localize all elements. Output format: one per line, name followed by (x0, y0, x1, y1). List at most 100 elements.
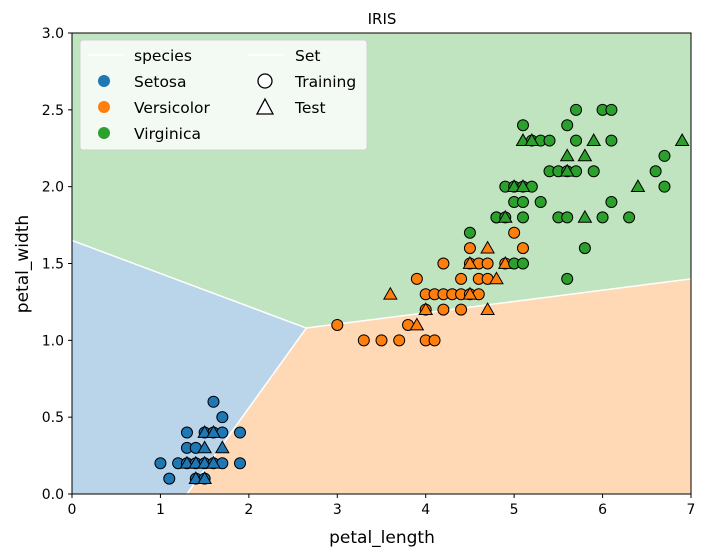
virginica-training-point (516, 196, 529, 209)
setosa-test-point (197, 471, 213, 485)
setosa-training-point (154, 457, 167, 470)
versicolor-training-point (428, 334, 441, 347)
y-axis-label: petal_width (13, 215, 33, 313)
x-tick-label: 2 (244, 502, 253, 518)
virginica-test-point (630, 179, 646, 193)
setosa-training-point (234, 426, 247, 439)
virginica-test-point (515, 133, 531, 146)
versicolor-test-point (462, 255, 478, 269)
virginica-training-point (605, 196, 618, 209)
setosa-test-point (188, 455, 204, 469)
x-axis-label: petal_length (329, 528, 435, 548)
versicolor-test-point (480, 240, 495, 254)
versicolor-training-point (410, 272, 423, 285)
y-axis-ticks: 0.0 0.5 1.0 1.5 2.0 2.5 3.0 (42, 26, 72, 503)
virginica-test-point (577, 209, 593, 223)
virginica-training-point (578, 242, 591, 255)
versicolor-training-point (455, 272, 468, 285)
legend-box (79, 39, 368, 151)
setosa-test-point (214, 440, 230, 454)
versicolor-training-point (516, 242, 529, 255)
virginica-test-point (586, 133, 602, 146)
y-tick-label: 1.5 (42, 257, 64, 273)
legend-species-title: species (134, 47, 192, 65)
boundary-line-2 (306, 278, 692, 329)
setosa-test-point (206, 425, 221, 438)
x-tick-label: 6 (598, 502, 607, 518)
legend-test-label: Test (294, 99, 326, 117)
x-tick-label: 0 (68, 502, 77, 518)
versicolor-training-point (455, 303, 468, 316)
virginica-training-point (561, 119, 574, 132)
virginica-test-point (559, 148, 575, 162)
versicolor-training-point (393, 334, 406, 347)
virginica-training-point (534, 196, 547, 209)
versicolor-test-point (409, 317, 425, 331)
region-setosa (72, 240, 307, 494)
virginica-test-point (515, 179, 531, 193)
versicolor-test-point (489, 271, 504, 285)
virginica-test-point (577, 148, 593, 162)
setosa-test-point (197, 440, 213, 454)
region-versicolor (186, 278, 691, 494)
versicolor-test-point (480, 302, 495, 315)
versicolor-training-point (463, 242, 476, 255)
setosa-training-point (180, 426, 193, 439)
legend-training-label: Training (294, 73, 356, 91)
setosa-training-point (216, 411, 229, 424)
virginica-training-point (561, 272, 574, 285)
chart-title: IRIS (368, 10, 397, 28)
virginica-training-point (463, 226, 476, 239)
x-tick-label: 3 (333, 502, 342, 518)
y-tick-label: 1.0 (42, 333, 64, 349)
virginica-training-point (605, 134, 618, 147)
setosa-test-point (188, 471, 204, 485)
virginica-training-point (605, 103, 618, 116)
versicolor-test-point (462, 286, 478, 300)
setosa-training-point (234, 457, 247, 470)
y-tick-label: 2.5 (42, 103, 64, 119)
versicolor-test-point (418, 302, 434, 315)
virginica-training-point (596, 211, 609, 224)
setosa-training-point (207, 395, 220, 408)
x-axis-ticks: 0 1 2 3 4 5 6 7 (68, 494, 695, 518)
legend-virginica-label: Virginica (134, 125, 201, 143)
virginica-training-point (516, 211, 529, 224)
y-tick-label: 2.0 (42, 180, 64, 196)
setosa-test-point (197, 455, 213, 469)
versicolor-training-point (437, 303, 450, 316)
versicolor-training-point (375, 334, 388, 347)
x-tick-label: 4 (421, 502, 430, 518)
virginica-training-point (543, 134, 556, 147)
virginica-training-point (587, 165, 600, 178)
legend-set-title: Set (295, 47, 320, 65)
setosa-test-point (179, 455, 195, 469)
versicolor-test-point (382, 286, 398, 300)
virginica-training-point (570, 103, 583, 116)
legend-versicolor-marker (98, 101, 110, 113)
setosa-test-point (206, 455, 221, 469)
virginica-test-point (497, 209, 513, 223)
legend-test-marker (255, 97, 275, 115)
legend-setosa-marker (98, 75, 110, 87)
virginica-training-point (561, 211, 574, 224)
data-points (154, 103, 690, 485)
virginica-test-point (674, 133, 690, 146)
versicolor-training-point (331, 318, 344, 331)
virginica-training-point (658, 180, 671, 193)
versicolor-training-point (437, 257, 450, 270)
legend-setosa-label: Setosa (134, 73, 187, 91)
y-tick-label: 3.0 (42, 26, 64, 42)
virginica-test-point (506, 179, 522, 193)
virginica-training-point (623, 211, 636, 224)
boundary-line-0 (71, 239, 307, 329)
virginica-training-point (658, 149, 671, 162)
virginica-training-point (516, 257, 529, 270)
versicolor-training-point (508, 226, 521, 239)
y-tick-label: 0.0 (42, 487, 64, 503)
virginica-test-point (559, 163, 575, 177)
y-tick-label: 0.5 (42, 410, 64, 426)
legend: species Setosa Versicolor Virginica Set … (79, 39, 368, 151)
x-tick-label: 5 (510, 502, 519, 518)
